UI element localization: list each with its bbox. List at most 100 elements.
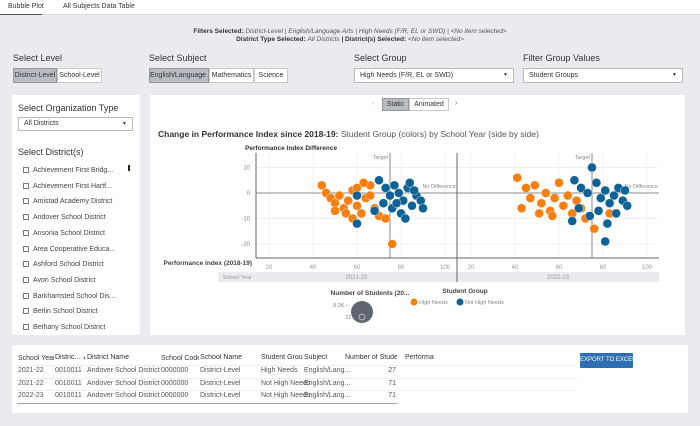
district-item[interactable]: Barkhamsted School Dis... [23, 292, 116, 300]
table-cell: 2021-22 [18, 367, 44, 374]
bubble [541, 188, 551, 198]
checkbox[interactable] [23, 261, 29, 268]
district-item[interactable]: Berlin School District [23, 308, 98, 315]
bubble [512, 172, 522, 183]
district-item[interactable]: Ansonia School District [23, 229, 105, 237]
org-type-label: Select Organization Type [18, 103, 119, 113]
district-level-button[interactable]: District-Level [13, 68, 57, 83]
column-header[interactable]: Subject [304, 354, 328, 361]
table-row[interactable] [17, 377, 577, 390]
table-cell: 0000000 [161, 367, 189, 374]
table-cell: 0010011 [55, 392, 82, 399]
filter-group-select[interactable]: Student Groups ▼ [523, 68, 683, 83]
org-type-select[interactable]: All Districts ▼ [18, 117, 133, 131]
table-cell: High Needs [261, 367, 298, 374]
legend-label: High Needs [419, 300, 448, 306]
x-tick-label: 60 [556, 265, 563, 271]
checkbox[interactable] [23, 245, 29, 252]
tab-data-table[interactable]: All Subjects Data Table [63, 3, 135, 10]
checkbox[interactable] [23, 198, 29, 205]
static-button[interactable]: Static [382, 98, 409, 111]
table-cell: 0000000 [161, 392, 189, 399]
district-name: Area Cooperative Educa... [33, 245, 116, 253]
district-name: Ashford School District [33, 261, 104, 269]
column-header[interactable]: Number of Students... [345, 354, 397, 361]
tab-bubble-plot[interactable]: Bubble Plot [8, 3, 44, 10]
size-legend-small-bubble [358, 313, 366, 321]
x-tick-label: 100 [440, 265, 451, 271]
checkbox[interactable] [23, 229, 29, 236]
bubble [582, 188, 593, 198]
color-legend-title: Student Group [442, 288, 488, 295]
scrollbar-thumb[interactable] [128, 165, 130, 171]
chart-title-rest: Student Group (colors) by School Year (s… [338, 129, 539, 139]
export-to-excel-button[interactable]: EXPORT TO EXCEL [580, 353, 636, 368]
table-cell: 0010011 [55, 379, 82, 387]
table-row[interactable] [17, 365, 577, 377]
bubble [380, 183, 391, 193]
x-tick-label: 40 [310, 265, 317, 271]
table-cell: District-Level [200, 367, 241, 374]
district-type-value: All Districts [307, 36, 340, 43]
facet-strip-header [218, 272, 256, 282]
column-header[interactable]: School Year ▴ [18, 355, 54, 362]
column-header[interactable]: Distric... ▲ [55, 354, 85, 361]
bubble [352, 201, 362, 211]
x-tick-label: 40 [512, 265, 519, 271]
district-item[interactable]: Achievement First Hartf... [23, 182, 112, 190]
district-item[interactable]: Andover School District [23, 214, 106, 221]
column-header[interactable]: District Name [87, 354, 130, 361]
mathematics-button[interactable]: Mathematics [209, 68, 254, 83]
group-select[interactable]: High Needs (F/R, EL or SWD) ▼ [354, 68, 514, 83]
size-legend-title: Number of Students (20... [331, 290, 410, 297]
bubble [525, 193, 536, 203]
column-header[interactable]: School Name [200, 354, 243, 361]
district-item[interactable]: Amistad Academy District [23, 198, 112, 205]
y-tick-label: 0 [247, 191, 251, 197]
checkbox[interactable] [23, 167, 29, 173]
x-tick-label: 20 [266, 265, 273, 271]
table-cell: District-Level [200, 392, 241, 399]
checkbox[interactable] [23, 292, 29, 299]
x-tick-label: 100 [642, 265, 653, 271]
science-button[interactable]: Science [254, 68, 288, 83]
checkbox[interactable] [23, 324, 29, 330]
bubble [409, 185, 419, 196]
bubble [587, 162, 597, 173]
prev-arrow-icon[interactable]: ‹ [372, 101, 374, 107]
bubble [516, 203, 527, 214]
column-header[interactable]: Performa [405, 354, 434, 361]
district-item[interactable]: Area Cooperative Educa... [23, 245, 116, 253]
org-type-value: All Districts [24, 120, 59, 127]
table-cell: 2021-22 [18, 379, 44, 387]
chart-panel: ‹ Static Animated › Change in Performanc… [150, 95, 685, 335]
district-item[interactable]: Achievement First Bridg... [23, 167, 113, 174]
filters-label: Filters Selected: [193, 28, 244, 35]
district-item[interactable]: Avon School District [23, 276, 96, 284]
bubble [317, 180, 327, 191]
filter-group-value: Student Groups [529, 72, 579, 79]
column-header[interactable]: School Code ▴ [161, 355, 199, 362]
select-districts-label: Select District(s) [18, 147, 84, 157]
table-row[interactable] [17, 390, 577, 402]
legend-label: Not High Needs [465, 300, 504, 306]
target-label: Target [373, 155, 389, 161]
table-cell: Andover School District [87, 379, 160, 387]
district-name: Barkhamsted School Dis... [33, 292, 116, 300]
checkbox[interactable] [23, 214, 29, 221]
district-item[interactable]: Ashford School District [23, 261, 104, 268]
active-tab-indicator [0, 14, 42, 15]
district-item[interactable]: Bethany School District [23, 324, 105, 331]
next-arrow-icon[interactable]: › [455, 100, 458, 107]
checkbox[interactable] [23, 276, 29, 283]
scrollbar[interactable] [17, 403, 397, 404]
animated-button[interactable]: Animated [409, 98, 449, 111]
checkbox[interactable] [23, 308, 29, 315]
bubble [554, 178, 564, 188]
checkbox[interactable] [23, 182, 29, 189]
school-level-button[interactable]: School-Level [57, 68, 102, 83]
bubble [585, 211, 595, 221]
filters-summary: Filters Selected: District-Level | Engli… [0, 28, 700, 35]
ela-button[interactable]: English/Language Arts [149, 68, 209, 83]
column-header[interactable]: Student Group [261, 354, 303, 361]
